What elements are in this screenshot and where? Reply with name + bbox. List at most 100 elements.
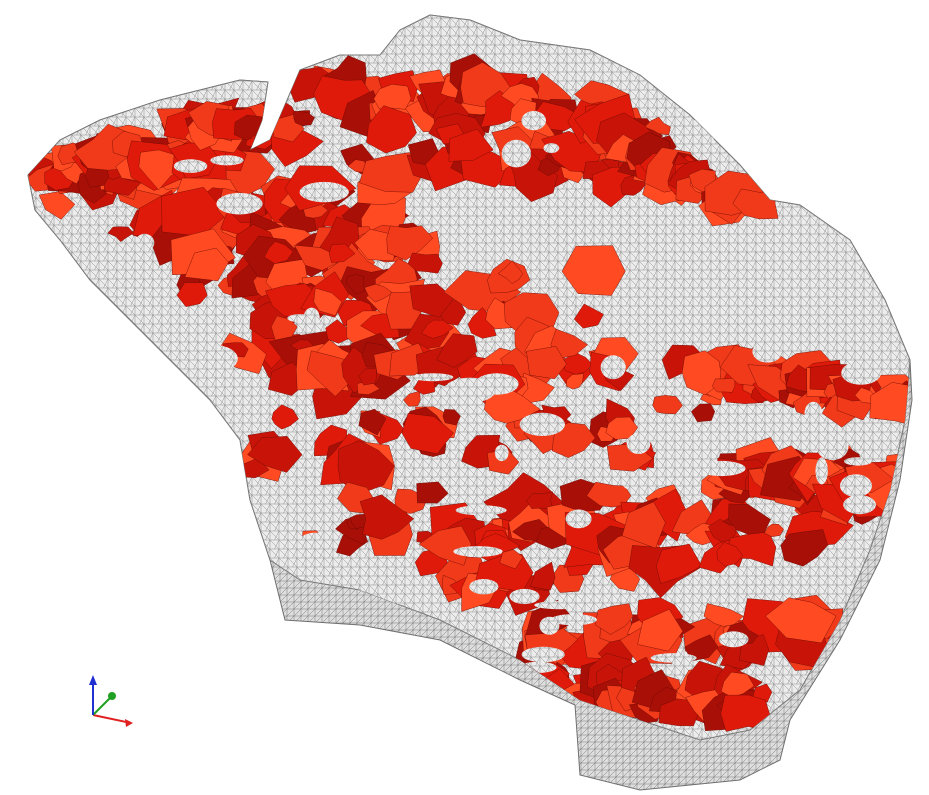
exposed-mesh-patch bbox=[296, 532, 335, 560]
exposed-mesh-patch bbox=[752, 340, 783, 363]
highlight-patch bbox=[448, 128, 494, 162]
highlight-patch bbox=[703, 603, 744, 627]
highlight-patch bbox=[176, 282, 208, 307]
highlight-patch bbox=[247, 436, 303, 473]
highlight-patch bbox=[436, 333, 478, 368]
highlight-patch bbox=[684, 634, 719, 662]
highlight-patch bbox=[621, 501, 666, 549]
highlight-patch bbox=[271, 404, 299, 430]
exposed-mesh-patch bbox=[494, 444, 509, 462]
exposed-mesh-patch bbox=[455, 505, 507, 516]
highlight-patch bbox=[107, 226, 134, 242]
exposed-mesh-patch bbox=[368, 633, 394, 647]
exposed-mesh-patch bbox=[626, 433, 651, 455]
highlight-patch bbox=[652, 395, 683, 415]
highlight-patch bbox=[712, 377, 736, 393]
exposed-mesh-patch bbox=[839, 197, 873, 221]
exposed-mesh-patch bbox=[718, 631, 749, 648]
highlight-patch bbox=[637, 609, 684, 652]
exposed-mesh-patch bbox=[171, 467, 216, 487]
highlight-patch bbox=[526, 346, 567, 380]
highlight-patch bbox=[484, 386, 541, 424]
exposed-mesh-patch bbox=[264, 492, 309, 511]
highlight-patch bbox=[358, 367, 378, 386]
highlight-patch bbox=[550, 328, 589, 360]
highlight-patch bbox=[565, 373, 584, 390]
exposed-mesh-patch bbox=[723, 235, 752, 246]
exposed-mesh-patch bbox=[501, 139, 532, 168]
highlight-patch bbox=[401, 413, 454, 455]
exposed-mesh-patch bbox=[621, 470, 664, 493]
highlight-patch bbox=[586, 481, 632, 508]
highlight-patch bbox=[594, 603, 634, 635]
exposed-mesh-patch bbox=[843, 495, 876, 515]
highlight-patch bbox=[358, 408, 387, 436]
highlight-patch bbox=[264, 241, 294, 264]
exposed-mesh-patch bbox=[189, 344, 238, 373]
exposed-mesh-patch bbox=[841, 361, 881, 385]
exposed-mesh-patch bbox=[36, 598, 85, 624]
highlight-patch bbox=[364, 283, 394, 303]
exposed-mesh-patch bbox=[91, 320, 126, 346]
highlight-patch bbox=[720, 671, 755, 698]
highlight-patch bbox=[328, 243, 356, 263]
exposed-mesh-patch bbox=[650, 653, 697, 663]
exposed-mesh-patch bbox=[762, 415, 815, 429]
exposed-mesh-patch bbox=[550, 614, 597, 626]
exposed-mesh-patch bbox=[287, 314, 314, 323]
highlight-patch bbox=[293, 110, 315, 126]
highlight-patch bbox=[728, 503, 771, 535]
highlight-patch bbox=[869, 382, 910, 428]
highlight-patch bbox=[407, 252, 443, 274]
highlight-patch bbox=[366, 105, 417, 154]
exposed-mesh-patch bbox=[859, 420, 899, 436]
highlight-patch bbox=[716, 541, 743, 567]
exposed-mesh-patch bbox=[521, 111, 546, 131]
exposed-mesh-patch bbox=[565, 509, 592, 529]
exposed-mesh-patch bbox=[816, 432, 849, 461]
exposed-mesh-patch bbox=[102, 520, 153, 540]
exposed-mesh-patch bbox=[804, 401, 823, 425]
exposed-mesh-patch bbox=[521, 646, 565, 663]
exposed-mesh-patch bbox=[758, 222, 807, 251]
exposed-mesh-patch bbox=[840, 474, 872, 498]
exposed-mesh-patch bbox=[853, 114, 881, 128]
highlight-patch bbox=[487, 449, 520, 475]
exposed-mesh-patch bbox=[543, 143, 560, 154]
exposed-mesh-patch bbox=[697, 460, 746, 477]
exposed-mesh-patch bbox=[210, 155, 244, 166]
highlight-patch bbox=[418, 525, 472, 566]
exposed-mesh-patch bbox=[652, 232, 670, 257]
highlight-patch bbox=[337, 440, 395, 495]
exposed-mesh-patch bbox=[453, 546, 503, 557]
highlight-patch bbox=[499, 549, 524, 570]
exposed-mesh-patch bbox=[674, 120, 722, 142]
highlight-patch bbox=[764, 523, 784, 538]
exposed-mesh-patch bbox=[299, 181, 349, 203]
highlight-patch bbox=[655, 543, 703, 584]
exposed-mesh-patch bbox=[436, 206, 468, 231]
highlight-patch bbox=[416, 481, 449, 504]
exposed-mesh-patch bbox=[135, 233, 155, 252]
highlight-patch bbox=[605, 416, 639, 440]
exposed-mesh-patch bbox=[218, 630, 262, 647]
highlight-patch bbox=[184, 247, 229, 282]
highlight-patch bbox=[359, 494, 415, 540]
highlight-patch bbox=[313, 287, 343, 316]
highlight-patch bbox=[359, 152, 425, 193]
exposed-mesh-patch bbox=[122, 420, 159, 447]
highlight-patch bbox=[561, 245, 626, 296]
highlight-patch bbox=[765, 597, 837, 644]
orientation-axes-icon bbox=[89, 675, 133, 727]
exposed-mesh-patch bbox=[539, 459, 570, 480]
exposed-mesh-patch bbox=[509, 588, 540, 605]
highlight-patch bbox=[551, 422, 596, 458]
highlighted-regions bbox=[28, 53, 910, 733]
exposed-mesh-patch bbox=[150, 547, 195, 562]
exposed-mesh-patch bbox=[600, 355, 626, 380]
highlight-patch bbox=[530, 561, 556, 591]
exposed-mesh-patch bbox=[690, 101, 736, 119]
highlight-patch bbox=[233, 114, 263, 141]
